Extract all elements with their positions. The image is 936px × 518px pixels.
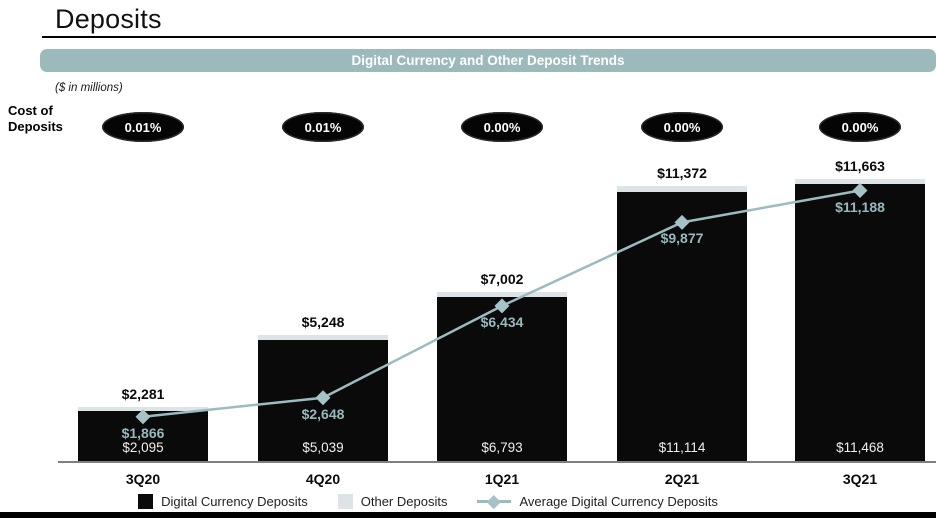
legend-item-other-deposits: Other Deposits <box>337 493 448 509</box>
bar-total-label: $2,281 <box>121 385 165 402</box>
cost-of-deposits-badge: 0.00% <box>641 112 723 142</box>
digital-currency-value-label: $5,039 <box>302 440 344 455</box>
page-title: Deposits <box>55 4 162 34</box>
x-axis-label: 1Q21 <box>484 471 520 487</box>
cost-of-deposits-badge: 0.00% <box>461 112 543 142</box>
cost-of-deposits-row-label: Cost of Deposits <box>8 103 63 135</box>
cost-of-deposits-badge: 0.00% <box>819 112 901 142</box>
other-deposits-bar-segment <box>795 179 925 184</box>
x-axis-label: 3Q21 <box>842 471 878 487</box>
chart-title: Digital Currency and Other Deposit Trend… <box>351 53 625 68</box>
bar-total-label: $5,248 <box>301 313 345 330</box>
x-axis-label: 3Q20 <box>125 471 161 487</box>
digital-currency-value-label: $6,793 <box>481 440 523 455</box>
digital-currency-bar-segment <box>795 183 925 462</box>
legend-item-average-line: Average Digital Currency Deposits <box>477 493 718 509</box>
bar-total-label: $11,663 <box>835 158 885 174</box>
cost-of-deposits-badge: 0.01% <box>102 112 184 142</box>
legend-label: Digital Currency Deposits <box>161 493 308 509</box>
other-deposits-bar-segment <box>617 186 747 193</box>
digital-currency-value-label: $11,468 <box>836 440 884 455</box>
average-value-label: $6,434 <box>480 313 524 330</box>
x-axis-label: 4Q20 <box>305 471 341 487</box>
digital-currency-deposits-swatch-icon <box>138 493 154 509</box>
digital-currency-value-label: $11,114 <box>658 440 706 455</box>
footer-rule <box>0 512 936 518</box>
average-line-marker-icon <box>477 494 512 508</box>
average-value-label: $11,188 <box>835 198 885 215</box>
average-value-label: $2,648 <box>301 405 345 422</box>
chart-title-banner: Digital Currency and Other Deposit Trend… <box>40 49 936 72</box>
legend-item-digital-currency-deposits: Digital Currency Deposits <box>138 493 308 509</box>
legend-label: Average Digital Currency Deposits <box>519 493 718 509</box>
legend-label: Other Deposits <box>360 493 448 509</box>
other-deposits-swatch-icon <box>337 493 353 509</box>
cost-of-deposits-badge: 0.01% <box>282 112 364 142</box>
chart-legend: Digital Currency Deposits Other Deposits… <box>0 492 856 510</box>
x-axis-line <box>58 461 936 463</box>
average-value-label: $9,877 <box>660 230 704 247</box>
x-axis-label: 2Q21 <box>664 471 700 487</box>
bar-total-label: $7,002 <box>480 271 524 288</box>
units-note: ($ in millions) <box>55 82 123 94</box>
digital-currency-value-label: $2,095 <box>122 440 164 455</box>
bar-total-label: $11,372 <box>657 165 707 182</box>
average-value-label: $1,866 <box>121 424 165 441</box>
title-divider <box>42 36 936 38</box>
